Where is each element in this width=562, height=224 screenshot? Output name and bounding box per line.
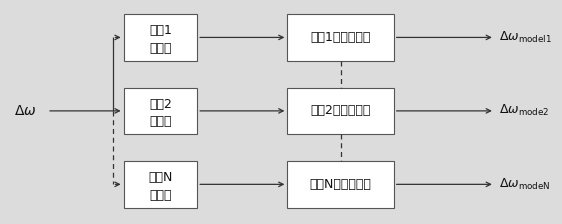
Text: $\Delta\omega$: $\Delta\omega$ — [15, 104, 37, 118]
Text: 模态1比例移相器: 模态1比例移相器 — [310, 31, 371, 44]
Text: 滤波器: 滤波器 — [149, 189, 171, 202]
FancyBboxPatch shape — [124, 88, 197, 134]
Text: 模态N: 模态N — [148, 171, 173, 184]
Text: 模态2比例移相器: 模态2比例移相器 — [310, 104, 371, 117]
FancyBboxPatch shape — [287, 161, 394, 208]
Text: $\Delta\omega_{\mathrm{mode2}}$: $\Delta\omega_{\mathrm{mode2}}$ — [498, 103, 549, 118]
FancyBboxPatch shape — [287, 14, 394, 61]
Text: $\Delta\omega_{\mathrm{model1}}$: $\Delta\omega_{\mathrm{model1}}$ — [498, 30, 551, 45]
Text: 模态2: 模态2 — [149, 98, 172, 111]
FancyBboxPatch shape — [124, 14, 197, 61]
Text: 模态N比例移相器: 模态N比例移相器 — [310, 178, 371, 191]
Text: 模态1: 模态1 — [149, 24, 172, 37]
Text: 滤波器: 滤波器 — [149, 42, 171, 55]
FancyBboxPatch shape — [124, 161, 197, 208]
Text: 滤波器: 滤波器 — [149, 115, 171, 128]
Text: $\Delta\omega_{\mathrm{modeN}}$: $\Delta\omega_{\mathrm{modeN}}$ — [498, 177, 550, 192]
FancyBboxPatch shape — [287, 88, 394, 134]
